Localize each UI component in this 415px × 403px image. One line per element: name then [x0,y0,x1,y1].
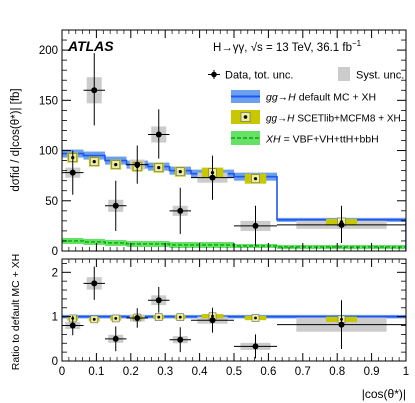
legend-scetlib-label: gg→H SCETlib+MCFM8 + XH [266,114,401,125]
ratio-data-point [155,297,162,304]
main-panel: 0 50 100 150 200 ATLAS H→γγ, √s = 13 TeV, 36… [10,29,407,258]
data-point [252,222,259,229]
x-tick-label: 0.1 [88,366,104,378]
main-y-axis-label: dσfid / d|cos(θ*)| [fb] [10,88,22,191]
legend-xh-label: XH = VBF+VH+ttH+bbH [265,134,379,146]
main-y-tick-label: 50 [45,196,58,208]
legend-entry-syst: Syst. unc. [338,67,404,82]
data-point [91,87,98,94]
ratio-axis-ticks: 0 1 2 0 0.1 0.2 0.3 0.4 0.5 0.6 0.7 0.8 0.9 1 [52,259,409,378]
ratio-scetlib-marker-dot [178,315,182,319]
data-point [338,221,345,228]
legend-entry-scetlib: gg→H SCETlib+MCFM8 + XH [231,110,401,125]
x-axis-label: |cos(θ*)| [362,387,406,401]
data-point [112,202,119,209]
main-axis-ticks: 0 50 100 150 200 [39,29,407,258]
experiment-label: ATLAS [67,38,114,54]
ratio-y-tick-label: 0 [52,356,58,368]
data-point [69,169,76,176]
ratio-scetlib-marker-dot [157,315,161,319]
ratio-y-axis-label: Ratio to default MC + XH [10,254,22,370]
legend-entry-default: gg→H default MC + XH [231,90,376,104]
default-line [62,152,406,251]
ratio-scetlib-marker-dot [92,317,96,321]
lumi-superscript: −1 [352,39,362,48]
data-point [134,161,141,168]
scetlib-marker-dot [157,166,161,170]
ratio-data-point [252,343,259,350]
ratio-data-point [209,317,216,324]
ratio-y-tick-label: 1 [52,312,58,324]
xh-band-bin [62,237,84,244]
x-tick-label: 0.7 [295,366,311,378]
legend-default-label: gg→H default MC + XH [266,92,376,104]
data-points [62,53,406,246]
x-tick-label: 0.3 [157,366,173,378]
data-point [155,131,162,138]
ratio-data-point [134,314,141,321]
ratio-data-point [112,335,119,342]
ratio-data-point [69,322,76,329]
legend-data-label: Data, tot. unc. [225,70,293,82]
legend-syst-label: Syst. unc. [356,70,404,82]
scetlib-marker-dot [92,159,96,164]
x-tick-label: 0.4 [192,366,209,378]
main-y-tick-label: 100 [39,146,58,158]
main-y-tick-label: 200 [39,45,58,57]
ratio-scetlib-marker-dot [254,316,257,320]
ratio-data-points [62,266,406,359]
legend: Data, tot. unc. Syst. unc. gg→H default M… [208,67,404,146]
x-tick-label: 0.8 [329,366,345,378]
ratio-panel: 0 1 2 0 0.1 0.2 0.3 0.4 0.5 0.6 0.7 0.8 0.9 1 Ratio t… [10,254,409,401]
scetlib-marker-dot [178,170,182,174]
x-tick-label: 1 [403,366,409,378]
process-label: H→γγ, √s = 13 TeV, 36.1 fb−1 [213,39,362,54]
main-y-tick-label: 150 [39,95,58,107]
ratio-scetlib-marker-dot [114,317,118,320]
ratio-data-point [91,280,98,287]
legend-entry-xh: XH = VBF+VH+ttH+bbH [231,131,379,146]
ratio-panel-frame [61,258,407,362]
xh-band-bin [191,241,234,248]
scetlib-marker-dot [253,177,258,181]
x-tick-label: 0 [59,366,65,378]
ratio-data-point [177,336,184,343]
main-y-tick-label: 0 [52,246,58,258]
data-point [177,207,184,214]
ratio-y-tick-label: 2 [52,267,58,279]
ratio-data-point [338,321,345,328]
legend-entry-data: Data, tot. unc. [208,70,293,82]
x-tick-label: 0.5 [226,366,242,378]
data-point [209,174,216,181]
x-tick-label: 0.9 [364,366,380,378]
x-tick-label: 0.6 [260,366,276,378]
x-tick-label: 0.2 [123,366,139,378]
scetlib-marker-dot [114,163,118,167]
